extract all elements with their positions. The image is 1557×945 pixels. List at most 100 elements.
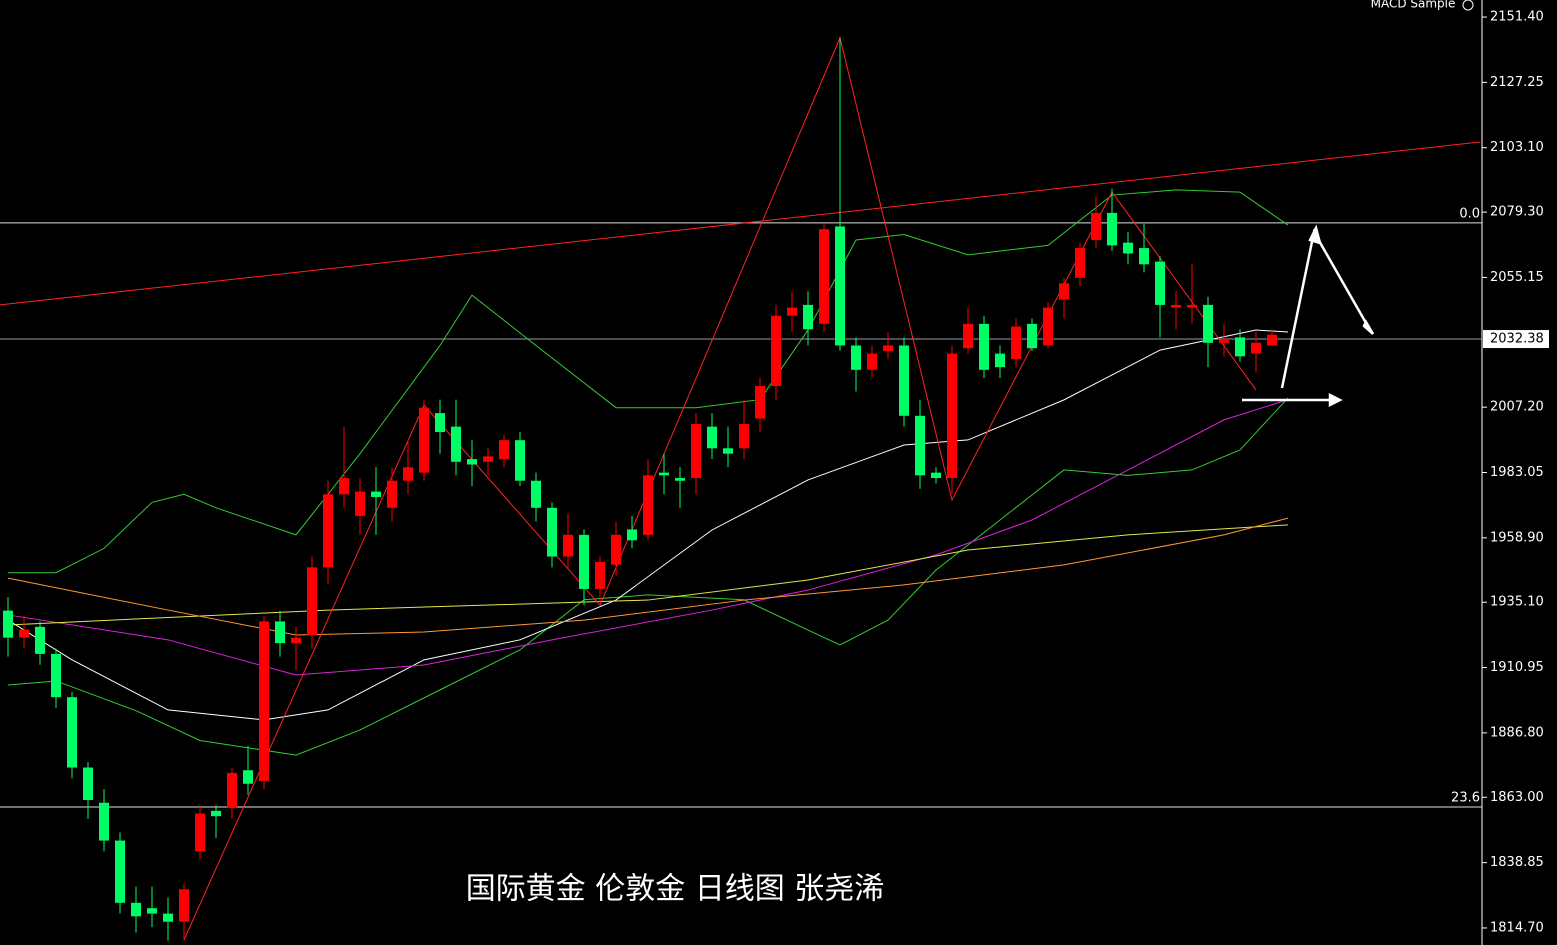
candle-body xyxy=(899,345,909,416)
y-tick-label: 2127.25 xyxy=(1490,75,1544,90)
arrow-head xyxy=(1328,392,1343,408)
indicator-line xyxy=(0,141,1481,306)
candle-body xyxy=(563,534,573,557)
candle-body xyxy=(1091,212,1101,240)
candle-body xyxy=(307,567,317,635)
arrow-head xyxy=(1308,224,1322,245)
candle-body xyxy=(1139,248,1149,265)
candle-body xyxy=(611,534,621,565)
y-tick-label: 2007.20 xyxy=(1490,400,1544,415)
candle-body xyxy=(915,415,925,476)
candle-body xyxy=(979,323,989,370)
candle-body xyxy=(227,772,237,809)
candle-body xyxy=(1075,248,1085,278)
candle-body xyxy=(19,629,29,638)
candle-body xyxy=(179,889,189,922)
candle-body xyxy=(147,908,157,914)
y-tick-label: 1863.00 xyxy=(1490,790,1544,805)
y-tick-label: 1814.70 xyxy=(1490,920,1544,935)
candle-body xyxy=(99,802,109,841)
y-tick-label: 1958.90 xyxy=(1490,530,1544,545)
chart-title: 国际黄金 伦敦金 日线图 张尧浠 xyxy=(466,872,885,907)
candle-body xyxy=(1155,261,1165,305)
candle-body xyxy=(883,345,893,351)
candle-body xyxy=(803,304,813,330)
candle-body xyxy=(819,229,829,324)
candle-body xyxy=(595,561,605,589)
candle-body xyxy=(467,459,477,465)
candle-body xyxy=(195,813,205,852)
candle-body xyxy=(1027,323,1037,349)
y-tick-label: 1838.85 xyxy=(1490,855,1544,870)
indicator-line xyxy=(7,329,1289,721)
last-price-box xyxy=(1483,330,1549,349)
y-tick-label: 2055.15 xyxy=(1490,270,1544,285)
candle-body xyxy=(211,810,221,817)
candle-body xyxy=(83,767,93,800)
candle-body xyxy=(275,621,285,644)
level-label: 23.6 xyxy=(1451,791,1480,806)
indicator-line xyxy=(7,399,1289,676)
candle-body xyxy=(483,456,493,462)
candle-body xyxy=(1267,334,1277,346)
y-tick-label: 1935.10 xyxy=(1490,595,1544,610)
candle-body xyxy=(259,621,269,782)
candle-body xyxy=(435,413,445,433)
candle-body xyxy=(707,426,717,449)
y-tick-label: 1983.05 xyxy=(1490,465,1544,480)
candle-body xyxy=(1043,307,1053,346)
candle-body xyxy=(659,472,669,476)
candle-body xyxy=(419,407,429,473)
y-tick-label: 1910.95 xyxy=(1490,660,1544,675)
candle-body xyxy=(1219,340,1229,343)
indicator-line xyxy=(7,517,1289,636)
candle-body xyxy=(675,478,685,481)
indicator-label: MACD Sample xyxy=(1371,0,1456,11)
candle-body xyxy=(963,323,973,349)
candle-body xyxy=(851,345,861,370)
candle-body xyxy=(771,315,781,387)
candle-body xyxy=(643,475,653,535)
candle-body xyxy=(35,626,45,654)
candle-body xyxy=(739,423,749,449)
candle-body xyxy=(579,534,589,589)
candle-body xyxy=(1251,342,1261,354)
candle-body xyxy=(755,386,765,419)
candle-body xyxy=(387,480,397,508)
indicator-icon xyxy=(1462,0,1474,11)
arrow-head xyxy=(1362,319,1375,335)
y-tick-label: 2103.10 xyxy=(1490,140,1544,155)
candle-body xyxy=(995,353,1005,368)
candle-body xyxy=(243,770,253,784)
candle-body xyxy=(1123,242,1133,254)
candle-body xyxy=(1203,304,1213,343)
candle-body xyxy=(131,902,141,917)
candle-body xyxy=(163,913,173,922)
y-tick-label: 2151.40 xyxy=(1490,10,1544,25)
indicator-line xyxy=(8,189,1289,574)
candle-body xyxy=(947,353,957,479)
candle-body xyxy=(291,637,301,644)
candle-body xyxy=(323,494,333,568)
candle-body xyxy=(371,491,381,497)
candle-body xyxy=(1107,212,1117,246)
candle-body xyxy=(1187,304,1197,308)
candle-body xyxy=(499,440,509,460)
level-label: 0.0 xyxy=(1459,206,1480,221)
candle-body xyxy=(547,507,557,557)
candle-body xyxy=(787,307,797,316)
indicator-line xyxy=(7,524,1289,626)
candle-body xyxy=(3,610,13,638)
y-tick-label: 2079.30 xyxy=(1490,205,1544,220)
candle-body xyxy=(451,426,461,462)
candle-body xyxy=(1059,283,1069,300)
candle-body xyxy=(931,472,941,479)
candle-body xyxy=(723,448,733,454)
candle-body xyxy=(67,697,77,768)
candle-body xyxy=(51,653,61,698)
candle-body xyxy=(515,440,525,481)
last-price-label: 2032.38 xyxy=(1490,332,1544,347)
